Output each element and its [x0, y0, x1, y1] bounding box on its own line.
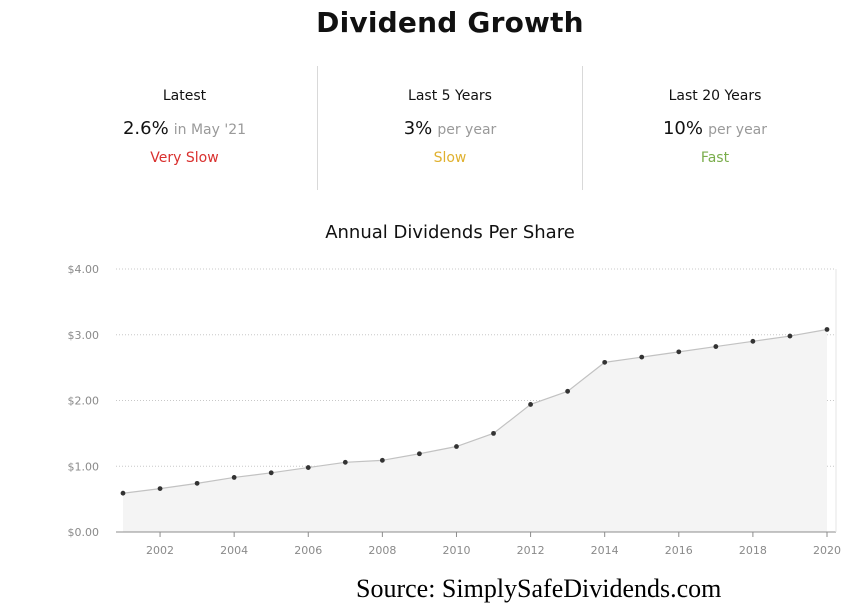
chart-title: Annual Dividends Per Share	[325, 222, 575, 243]
stat-label: Last 5 Years	[408, 88, 492, 104]
data-point	[528, 402, 533, 407]
stat-value: 3%	[403, 118, 433, 139]
data-point	[824, 327, 830, 332]
x-tick-label: 2002	[146, 544, 174, 557]
x-tick-label: 2020	[813, 544, 841, 557]
data-point	[379, 457, 385, 463]
data-point	[750, 338, 756, 344]
x-tick-label: 2010	[442, 544, 470, 557]
data-point	[305, 465, 311, 470]
page-title: Dividend Growth	[316, 6, 584, 39]
x-tick-label: 2008	[368, 544, 396, 557]
y-tick-label: $4.00	[68, 263, 100, 276]
stat-last-5-years: Last 5 Years 3% per year Slow	[317, 66, 582, 190]
stat-latest: Latest 2.6% in May '21 Very Slow	[52, 66, 317, 190]
stat-value-row: 3% per year	[318, 118, 582, 142]
stat-value: 2.6%	[122, 118, 169, 139]
data-point	[491, 430, 496, 436]
data-point	[713, 344, 719, 349]
data-point	[342, 459, 348, 465]
stat-rating: Very Slow	[150, 150, 219, 166]
x-tick-label: 2014	[591, 544, 619, 557]
x-tick-label: 2004	[220, 544, 248, 557]
stat-value-row: 2.6% in May '21	[52, 118, 317, 142]
data-point	[120, 490, 126, 496]
stat-suffix: per year	[437, 122, 497, 138]
data-point	[231, 475, 237, 480]
data-point	[602, 359, 608, 365]
data-point	[194, 480, 200, 486]
stat-rating: Fast	[700, 150, 730, 166]
stat-rating: Slow	[433, 150, 467, 166]
x-tick-label: 2006	[294, 544, 322, 557]
series-area	[123, 329, 827, 532]
stat-suffix: in May '21	[173, 122, 247, 138]
stat-suffix: per year	[708, 122, 768, 138]
y-tick-label: $0.00	[68, 526, 100, 539]
stat-label: Last 20 Years	[668, 88, 762, 104]
stat-value: 10%	[662, 118, 703, 139]
x-tick-label: 2016	[665, 544, 693, 557]
data-point	[268, 470, 274, 476]
data-point	[676, 349, 682, 355]
data-point	[639, 354, 645, 360]
data-point	[787, 333, 793, 339]
x-tick-label: 2018	[739, 544, 767, 557]
y-tick-label: $2.00	[68, 395, 100, 408]
y-tick-label: $1.00	[68, 460, 100, 473]
series-line	[122, 328, 828, 494]
source-caption: Source: SimplySafeDividends.com	[356, 574, 722, 603]
x-tick-label: 2012	[517, 544, 545, 557]
data-point	[417, 451, 422, 457]
stat-value-row: 10% per year	[583, 118, 847, 142]
stat-last-20-years: Last 20 Years 10% per year Fast	[582, 66, 847, 190]
data-point	[157, 486, 163, 492]
stats-panel: Latest 2.6% in May '21 Very Slow Last 5 …	[52, 66, 847, 190]
data-point	[454, 444, 459, 449]
data-point	[565, 388, 571, 394]
y-tick-label: $3.00	[68, 329, 100, 342]
stat-label: Latest	[162, 88, 207, 104]
